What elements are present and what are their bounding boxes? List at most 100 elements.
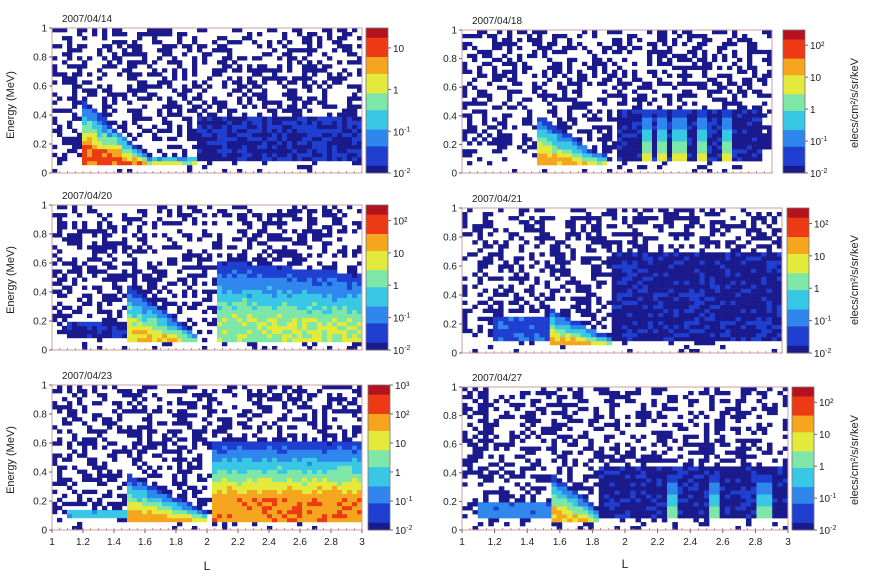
heatmap-cell (472, 228, 478, 233)
heatmap-cell (668, 276, 674, 281)
heatmap-cell (611, 208, 618, 213)
heatmap-cell (587, 81, 593, 86)
colorbar-segment (783, 111, 805, 114)
heatmap-cell (277, 148, 283, 154)
heatmap-cell (477, 248, 483, 253)
heatmap-cell (347, 104, 353, 109)
heatmap-cell (342, 28, 348, 33)
heatmap-cell (327, 112, 333, 117)
heatmap-cell (342, 68, 348, 73)
heatmap-cell (517, 53, 523, 59)
heatmap-cell (302, 100, 308, 105)
heatmap-cell (137, 36, 143, 41)
heatmap-cell (549, 252, 556, 257)
heatmap-cell (202, 60, 208, 65)
heatmap-cell (267, 321, 273, 327)
heatmap-cell (97, 84, 103, 89)
heatmap-cell (342, 329, 348, 335)
heatmap-cell (616, 260, 623, 265)
heatmap-cell (673, 288, 680, 293)
heatmap-cell (327, 56, 333, 61)
heatmap-cell (297, 325, 303, 331)
heatmap-cell (67, 261, 73, 266)
heatmap-cell (172, 313, 178, 319)
heatmap-cell (547, 157, 553, 162)
heatmap-cell (622, 316, 628, 322)
heatmap-cell (132, 261, 138, 266)
heatmap-cell (462, 300, 468, 305)
heatmap-cell (277, 297, 283, 302)
heatmap-cell (596, 240, 602, 245)
heatmap-cell (663, 208, 669, 213)
heatmap-cell (554, 320, 561, 326)
heatmap-cell (87, 321, 93, 327)
heatmap-cell (137, 96, 143, 101)
heatmap-cell (282, 237, 288, 242)
heatmap-cell (537, 157, 543, 162)
heatmap-cell (562, 133, 568, 138)
heatmap-cell (122, 217, 128, 222)
heatmap-cell (542, 45, 548, 51)
colorbar-segment (366, 284, 388, 288)
heatmap-cell (212, 152, 218, 158)
heatmap-cell (282, 333, 288, 339)
heatmap-cell (282, 229, 288, 234)
heatmap-cell (117, 40, 123, 45)
heatmap-cell (518, 248, 525, 253)
heatmap-cell (147, 273, 153, 278)
heatmap-cell (617, 133, 623, 138)
heatmap-cell (322, 92, 328, 97)
heatmap-cell (142, 60, 148, 65)
heatmap-cell (287, 152, 293, 158)
heatmap-cell (642, 81, 648, 86)
heatmap-cell (557, 121, 563, 126)
heatmap-cell (612, 41, 618, 47)
heatmap-cell (562, 149, 568, 154)
heatmap-cell (637, 328, 643, 334)
heatmap-cell (694, 292, 700, 297)
heatmap-cell (712, 53, 718, 59)
heatmap-cell (527, 97, 533, 102)
heatmap-cell (627, 49, 633, 55)
heatmap-cell (242, 128, 248, 134)
heatmap-cell (132, 317, 138, 323)
heatmap-cell (87, 333, 93, 339)
heatmap-cell (72, 241, 78, 246)
heatmap-cell (102, 128, 108, 134)
heatmap-cell (667, 109, 673, 114)
heatmap-cell (539, 268, 545, 273)
heatmap-cell (227, 269, 233, 274)
heatmap-cell (282, 136, 288, 142)
colorbar-frame (365, 204, 389, 351)
heatmap-cell (247, 144, 253, 150)
heatmap-cell (342, 48, 348, 53)
heatmap-cell (227, 257, 233, 262)
heatmap-cell (102, 241, 108, 246)
heatmap-cell (287, 136, 293, 142)
heatmap-cell (232, 305, 238, 311)
heatmap-cell (607, 149, 613, 154)
heatmap-cell (277, 281, 283, 286)
heatmap-cell (477, 65, 483, 71)
heatmap-cell (332, 285, 338, 290)
heatmap-cell (673, 252, 680, 257)
heatmap-cell (222, 44, 228, 49)
heatmap-cell (647, 85, 653, 90)
heatmap-cell (742, 113, 748, 118)
heatmap-cell (132, 305, 138, 311)
heatmap-cell (477, 292, 483, 297)
heatmap-cell (357, 261, 363, 266)
heatmap-cell (172, 333, 178, 339)
heatmap-cell (152, 281, 158, 286)
heatmap-cell (187, 285, 193, 290)
heatmap-cell (673, 272, 680, 277)
heatmap-cell (112, 148, 118, 154)
heatmap-cell (549, 320, 556, 326)
heatmap-cell (82, 325, 88, 331)
heatmap-cell (352, 341, 358, 347)
heatmap-cell (142, 84, 148, 89)
heatmap-cell (694, 260, 700, 265)
heatmap-cell (247, 245, 253, 250)
heatmap-cell (102, 277, 108, 282)
heatmap-cell (752, 113, 758, 118)
